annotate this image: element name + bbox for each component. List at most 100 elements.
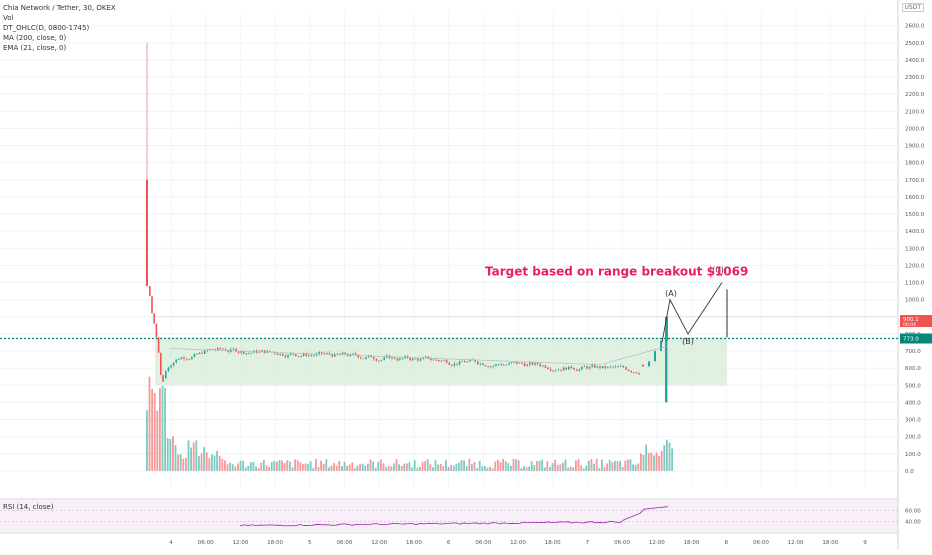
y-tick-label: 500.0 <box>905 383 921 389</box>
volume-bar <box>198 456 200 471</box>
candle <box>557 369 560 371</box>
candle <box>391 357 393 359</box>
y-tick-label: 100.0 <box>905 452 921 458</box>
candle <box>151 296 153 314</box>
volume-bar <box>304 463 307 471</box>
wave-label-a: (A) <box>665 289 677 298</box>
candle <box>196 353 198 355</box>
candle <box>302 353 305 357</box>
candle <box>284 355 287 358</box>
y-tick-label: 1200.0 <box>905 263 925 269</box>
y-tick-label: 200.0 <box>905 435 921 441</box>
y-tick-label: 2000.0 <box>905 126 925 132</box>
candle <box>417 358 419 361</box>
candle <box>492 365 495 367</box>
volume-bar <box>333 463 335 471</box>
candle <box>373 357 375 360</box>
volume-bar <box>166 438 169 471</box>
volume-bar <box>525 467 528 471</box>
volume-bar <box>580 465 582 471</box>
volume-bar <box>192 442 195 471</box>
candle <box>490 366 492 368</box>
volume-bar <box>174 444 177 471</box>
x-tick-label: 06:00 <box>337 540 353 546</box>
volume-bar <box>372 461 374 471</box>
volume-bar <box>263 460 265 471</box>
volume-bar <box>239 460 242 471</box>
candle <box>352 353 354 355</box>
level-price-badge <box>900 333 932 344</box>
volume-bar <box>211 454 213 471</box>
volume-bar <box>538 460 541 471</box>
volume-bar <box>502 458 504 471</box>
volume-bar <box>283 462 286 471</box>
volume-bar <box>359 464 361 471</box>
volume-bar <box>208 458 211 471</box>
volume-bar <box>278 460 281 471</box>
candle <box>607 366 609 368</box>
candle <box>630 370 632 373</box>
volume-bar <box>629 459 632 471</box>
volume-bar <box>289 461 291 471</box>
volume-bar <box>250 462 252 471</box>
volume-bar <box>471 463 473 471</box>
volume-bar <box>608 459 611 471</box>
volume-bar <box>650 452 653 471</box>
x-tick-label: 06:00 <box>614 540 630 546</box>
volume-bar <box>512 458 515 471</box>
candle <box>516 361 518 364</box>
candle <box>544 365 547 368</box>
y-tick-label: 1800.0 <box>905 161 925 167</box>
volume-bar <box>393 463 395 471</box>
currency-badge[interactable]: USDT <box>901 3 924 12</box>
candle <box>422 357 424 360</box>
volume-bar <box>593 463 595 471</box>
x-tick-label: 06:00 <box>198 540 214 546</box>
candle <box>341 352 344 355</box>
x-tick-label: 6 <box>447 540 451 546</box>
candle <box>191 357 193 360</box>
volume-bar <box>156 410 159 471</box>
candle <box>245 353 248 355</box>
candle <box>331 353 333 357</box>
candle <box>222 348 224 350</box>
volume-bar <box>460 460 463 471</box>
candle <box>510 362 513 364</box>
target-annotation: Target based on range breakout $1069 <box>485 265 748 279</box>
candle <box>180 357 183 360</box>
volume-bar <box>601 459 603 471</box>
candle <box>451 364 453 366</box>
legend-ema: EMA (21, close, 0) <box>3 44 67 52</box>
volume-bar <box>590 459 593 471</box>
wave-path <box>661 282 723 343</box>
volume-bar <box>541 459 543 471</box>
volume-bar <box>572 467 575 471</box>
volume-bar <box>588 460 590 471</box>
rsi-tick-label: 40.00 <box>905 519 921 525</box>
candle <box>562 367 565 371</box>
candle <box>336 353 339 355</box>
legend-ma: MA (200, close, 0) <box>3 34 67 42</box>
volume-bar <box>330 465 333 471</box>
candle <box>149 285 151 297</box>
volume-bar <box>585 465 588 471</box>
volume-bar <box>148 376 151 471</box>
candle <box>412 358 414 361</box>
rsi-line <box>239 506 669 527</box>
candle <box>552 370 554 372</box>
volume-bar <box>533 464 536 471</box>
candle <box>513 361 515 363</box>
candle <box>453 363 456 366</box>
volume-bar <box>190 447 192 471</box>
volume-bar <box>450 464 452 471</box>
volume-bar <box>655 452 658 471</box>
candle <box>157 337 160 353</box>
candle <box>482 363 484 366</box>
volume-bar <box>452 465 455 471</box>
y-tick-label: 2300.0 <box>905 75 925 81</box>
candle <box>469 359 471 362</box>
volume-bar <box>517 460 520 471</box>
level-price-label: 773.0 <box>903 337 919 343</box>
